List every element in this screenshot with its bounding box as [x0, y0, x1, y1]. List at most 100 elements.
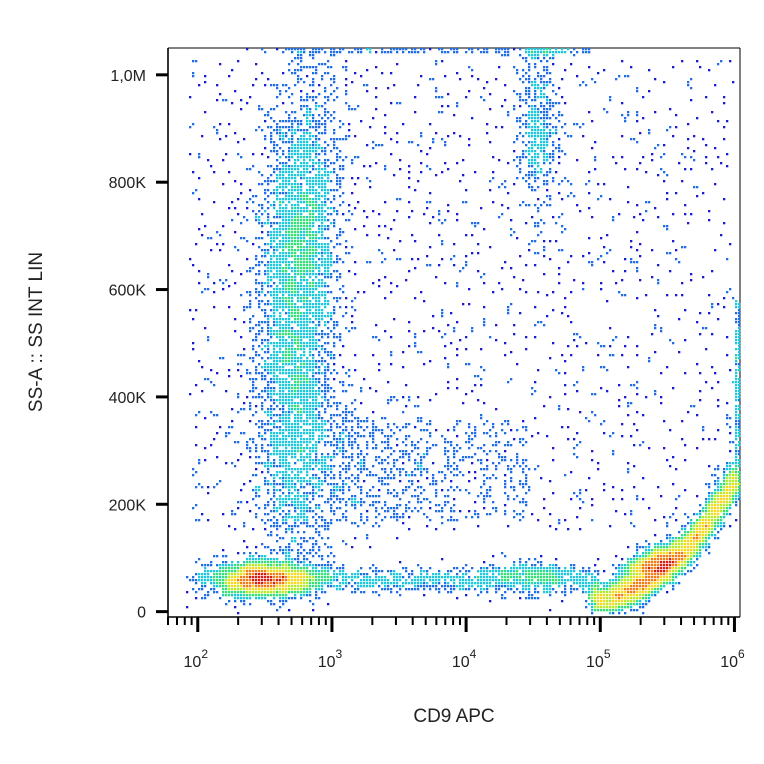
density-point [645, 294, 648, 297]
density-point [519, 48, 522, 51]
density-point [729, 465, 732, 468]
density-point [276, 195, 279, 198]
density-point [264, 282, 267, 285]
density-point [309, 246, 312, 249]
density-point [432, 327, 435, 330]
density-point [495, 126, 498, 129]
density-point [267, 324, 270, 327]
density-point [381, 72, 384, 75]
density-point [249, 96, 252, 99]
density-point [294, 435, 297, 438]
density-point [255, 255, 258, 258]
density-point [288, 234, 291, 237]
density-point [492, 171, 495, 174]
density-point [543, 159, 546, 162]
density-point [252, 390, 255, 393]
density-point [537, 177, 540, 180]
density-point [234, 207, 237, 210]
density-point [648, 201, 651, 204]
density-point [480, 459, 483, 462]
density-point [408, 456, 411, 459]
density-point [315, 327, 318, 330]
density-point [315, 297, 318, 300]
density-point [738, 435, 741, 438]
density-point [309, 204, 312, 207]
density-point [534, 174, 537, 177]
density-point [624, 396, 627, 399]
density-point [261, 207, 264, 210]
density-point [288, 492, 291, 495]
density-point [534, 54, 537, 57]
density-point [519, 96, 522, 99]
density-point [549, 105, 552, 108]
density-point [522, 486, 525, 489]
density-point [276, 48, 279, 51]
density-point [321, 453, 324, 456]
density-point [408, 459, 411, 462]
density-point [309, 114, 312, 117]
density-point [528, 243, 531, 246]
density-point [279, 264, 282, 267]
density-point [282, 180, 285, 183]
density-point [318, 168, 321, 171]
density-point [318, 321, 321, 324]
density-point [312, 447, 315, 450]
density-point [282, 402, 285, 405]
density-point [417, 420, 420, 423]
density-point [666, 225, 669, 228]
density-point [297, 207, 300, 210]
density-point [258, 354, 261, 357]
density-point [300, 252, 303, 255]
density-point [369, 180, 372, 183]
density-point [306, 216, 309, 219]
density-point [279, 387, 282, 390]
density-point [324, 411, 327, 414]
density-point [345, 417, 348, 420]
density-point [291, 327, 294, 330]
density-point [261, 48, 264, 51]
density-point [318, 285, 321, 288]
density-point [357, 432, 360, 435]
density-point [267, 273, 270, 276]
density-point [285, 48, 288, 51]
density-point [318, 411, 321, 414]
density-point [258, 222, 261, 225]
density-point [552, 291, 555, 294]
density-point [414, 495, 417, 498]
density-point [267, 396, 270, 399]
density-point [345, 156, 348, 159]
density-point [354, 408, 357, 411]
density-point [594, 393, 597, 396]
density-point [738, 336, 741, 339]
density-point [534, 240, 537, 243]
density-point [546, 69, 549, 72]
density-point [261, 330, 264, 333]
density-point [273, 294, 276, 297]
density-point [303, 411, 306, 414]
density-point [264, 273, 267, 276]
density-point [312, 81, 315, 84]
density-point [537, 165, 540, 168]
density-point [672, 66, 675, 69]
density-point [642, 477, 645, 480]
density-point [285, 462, 288, 465]
density-point [315, 96, 318, 99]
density-point [567, 261, 570, 264]
density-point [282, 351, 285, 354]
density-point [252, 348, 255, 351]
density-point [297, 372, 300, 375]
density-point [306, 234, 309, 237]
density-point [303, 195, 306, 198]
density-point [723, 486, 726, 489]
density-point [573, 333, 576, 336]
density-point [321, 480, 324, 483]
density-point [270, 291, 273, 294]
density-point [381, 48, 384, 51]
density-point [525, 348, 528, 351]
density-point [279, 471, 282, 474]
density-point [330, 180, 333, 183]
density-point [306, 261, 309, 264]
density-point [303, 81, 306, 84]
density-point [297, 297, 300, 300]
density-point [381, 417, 384, 420]
